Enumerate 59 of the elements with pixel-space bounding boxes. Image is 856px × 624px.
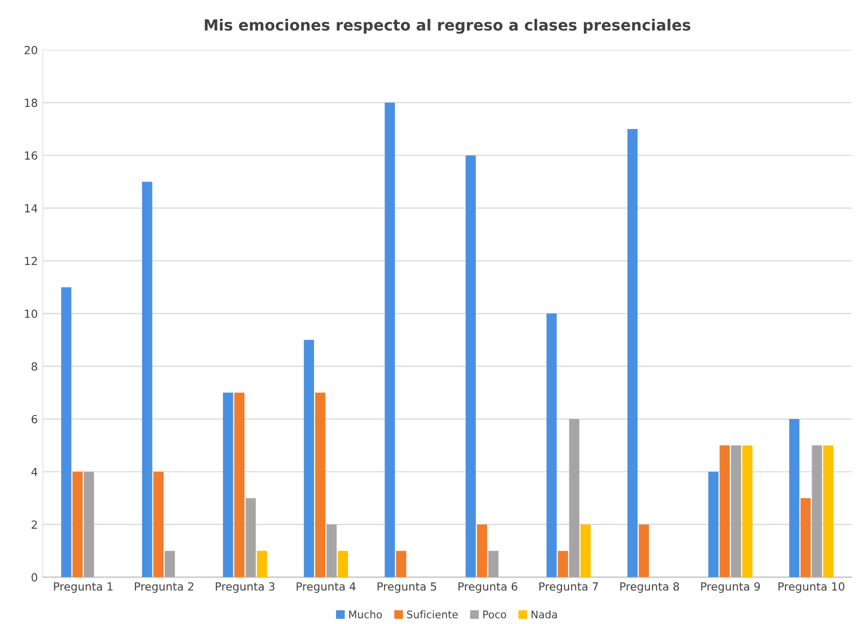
x-tick-label: Pregunta 8 — [620, 582, 680, 593]
y-tick-label: 2 — [32, 520, 37, 529]
legend-label: Poco — [483, 610, 506, 618]
bar — [164, 550, 175, 578]
y-tick-label: 16 — [25, 151, 38, 160]
bar — [638, 524, 649, 578]
bar — [466, 155, 476, 578]
bar — [315, 392, 326, 578]
legend-label: Suficiente — [407, 610, 458, 618]
bar — [234, 392, 244, 578]
x-tick-label: Pregunta 7 — [539, 582, 598, 593]
bar — [256, 550, 268, 578]
bar — [84, 472, 94, 578]
bar — [72, 472, 83, 578]
bar — [338, 550, 348, 578]
bar — [627, 129, 638, 578]
y-tick-label: 0 — [32, 573, 38, 582]
bar — [708, 472, 718, 578]
bar — [569, 419, 580, 578]
x-tick-label: Pregunta 2 — [134, 582, 194, 593]
bar — [61, 287, 72, 578]
y-tick-label: 4 — [31, 468, 38, 476]
bar — [812, 445, 822, 578]
y-tick-label: 20 — [24, 46, 38, 54]
bar — [720, 445, 730, 578]
legend-label: Mucho — [349, 610, 382, 618]
bar — [326, 524, 337, 578]
x-tick-label: Pregunta 5 — [378, 582, 436, 593]
bar — [800, 498, 811, 578]
bar — [304, 340, 314, 578]
legend-label: Nada — [532, 610, 557, 618]
x-tick-label: Pregunta 1 — [54, 582, 113, 593]
x-tick-label: Pregunta 10 — [778, 582, 844, 593]
bar — [488, 550, 498, 578]
x-tick-label: Pregunta 3 — [216, 582, 274, 593]
bar — [730, 445, 742, 578]
bar — [580, 524, 591, 578]
y-tick-label: 12 — [25, 256, 37, 266]
bar — [153, 472, 164, 578]
bar — [789, 419, 800, 578]
bar — [142, 182, 152, 578]
bar — [396, 550, 406, 578]
bar — [246, 498, 256, 578]
y-tick-label: 10 — [25, 310, 38, 318]
x-tick-label: Pregunta 6 — [458, 582, 518, 593]
bar — [222, 392, 234, 578]
bar — [558, 550, 568, 578]
x-tick-label: Pregunta 9 — [701, 582, 760, 593]
y-tick-label: 6 — [32, 414, 38, 424]
bar — [742, 445, 752, 578]
bar — [476, 524, 488, 578]
bar — [384, 102, 395, 578]
bar — [823, 445, 834, 578]
y-tick-label: 18 — [25, 98, 38, 108]
bar — [546, 314, 557, 578]
chart-title: Mis emociones respecto al regreso a clases presenciales — [204, 18, 690, 34]
y-tick-label: 8 — [32, 362, 38, 371]
y-tick-label: 14 — [25, 204, 38, 212]
x-tick-label: Pregunta 4 — [296, 582, 356, 593]
